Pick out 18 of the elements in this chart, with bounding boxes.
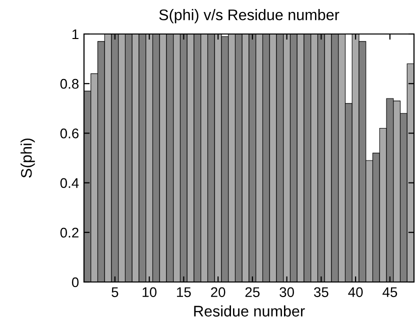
x-axis-title: Residue number bbox=[194, 305, 305, 317]
y-tick-label: 0.2 bbox=[60, 228, 78, 238]
x-tick-label: 40 bbox=[348, 287, 363, 298]
y-axis-title: S(phi) bbox=[20, 138, 35, 178]
y-tick-label: 0.8 bbox=[60, 78, 79, 89]
x-tick-label: 45 bbox=[382, 287, 398, 298]
y-tick-label: 0 bbox=[72, 277, 79, 288]
y-tick-label: 0.6 bbox=[60, 128, 79, 138]
x-tick-label: 5 bbox=[112, 287, 118, 298]
x-tick-label: 10 bbox=[142, 287, 156, 298]
chart-title: S(phi) v/s Residue number bbox=[159, 9, 340, 24]
x-tick-label: 35 bbox=[314, 287, 328, 298]
y-tick-label: 0.4 bbox=[60, 178, 79, 188]
x-tick-label: 30 bbox=[280, 287, 294, 298]
x-tick-label: 20 bbox=[211, 287, 226, 298]
y-tick-label: 1 bbox=[72, 29, 78, 40]
x-tick-label: 15 bbox=[177, 287, 191, 298]
x-tick-label: 25 bbox=[245, 287, 260, 298]
